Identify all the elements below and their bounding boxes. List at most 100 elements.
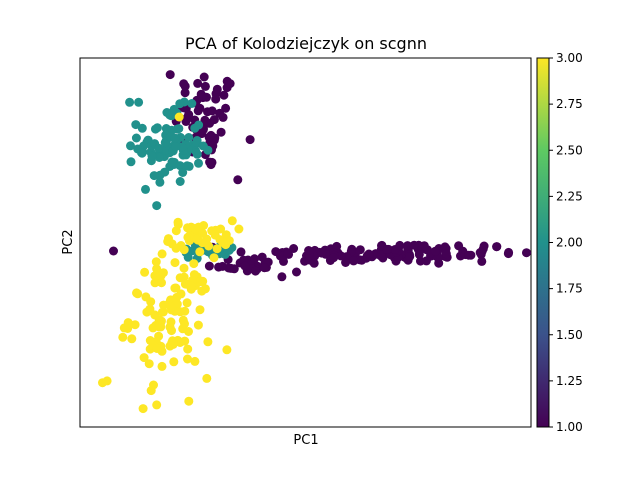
scatter-point-group-2 bbox=[131, 120, 141, 130]
scatter-point-group-1 bbox=[207, 106, 217, 116]
scatter-point-group-1 bbox=[433, 253, 443, 263]
scatter-point-group-1 bbox=[245, 135, 255, 145]
colorbar-tick-label: 3.00 bbox=[556, 51, 583, 65]
scatter-points bbox=[98, 70, 531, 414]
scatter-point-group-3 bbox=[168, 338, 178, 348]
scatter-point-group-1 bbox=[212, 84, 222, 94]
scatter-point-group-1 bbox=[204, 132, 214, 142]
scatter-point-group-1 bbox=[405, 252, 415, 261]
scatter-point-group-1 bbox=[289, 244, 299, 253]
scatter-point-group-3 bbox=[166, 317, 176, 327]
scatter-point-group-2 bbox=[171, 142, 181, 152]
scatter-point-group-3 bbox=[146, 297, 156, 307]
scatter-point-group-3 bbox=[216, 224, 226, 234]
scatter-point-group-2 bbox=[131, 133, 141, 143]
scatter-point-group-2 bbox=[194, 158, 203, 168]
scatter-point-group-3 bbox=[234, 224, 244, 234]
colorbar-tick-label: 1.50 bbox=[556, 328, 583, 342]
scatter-point-group-1 bbox=[440, 242, 450, 252]
scatter-point-group-3 bbox=[158, 268, 168, 278]
scatter-point-group-3 bbox=[184, 396, 194, 406]
colorbar-tick-label: 1.75 bbox=[556, 282, 583, 296]
scatter-point-group-3 bbox=[167, 326, 176, 336]
scatter-point-group-3 bbox=[139, 353, 149, 363]
scatter-point-group-3 bbox=[118, 332, 128, 342]
scatter-point-group-3 bbox=[199, 221, 209, 230]
scatter-point-group-3 bbox=[182, 298, 192, 308]
scatter-point-group-3 bbox=[127, 334, 137, 344]
scatter-point-group-1 bbox=[240, 261, 250, 271]
colorbar-tick-label: 2.75 bbox=[556, 97, 583, 111]
scatter-point-group-3 bbox=[203, 337, 213, 347]
plot-frame bbox=[79, 57, 532, 428]
scatter-point-group-3 bbox=[170, 283, 180, 293]
scatter-point-group-2 bbox=[126, 157, 136, 167]
scatter-point-group-3 bbox=[123, 318, 133, 328]
scatter-point-group-1 bbox=[218, 112, 228, 122]
scatter-point-group-1 bbox=[218, 261, 227, 271]
scatter-point-group-1 bbox=[251, 266, 260, 276]
colorbar-tick-label: 2.25 bbox=[556, 189, 583, 203]
scatter-point-group-3 bbox=[218, 238, 228, 247]
scatter-point-group-2 bbox=[183, 252, 193, 262]
scatter-point-group-2 bbox=[190, 123, 200, 133]
scatter-point-group-1 bbox=[221, 103, 231, 113]
scatter-point-group-1 bbox=[464, 250, 474, 260]
scatter-point-group-1 bbox=[259, 263, 269, 273]
scatter-point-group-3 bbox=[212, 244, 222, 254]
scatter-point-group-3 bbox=[179, 263, 189, 273]
scatter-point-group-1 bbox=[336, 251, 346, 261]
scatter-point-group-3 bbox=[198, 228, 208, 238]
scatter-point-group-3 bbox=[189, 259, 199, 269]
plot-area bbox=[79, 57, 532, 428]
scatter-point-group-2 bbox=[151, 124, 160, 134]
scatter-point-group-1 bbox=[109, 246, 118, 256]
scatter-point-group-2 bbox=[147, 151, 157, 161]
scatter-point-group-2 bbox=[137, 148, 146, 158]
x-axis-label: PC1 bbox=[293, 433, 318, 448]
scatter-point-group-1 bbox=[317, 248, 327, 258]
scatter-point-group-2 bbox=[155, 177, 165, 187]
scatter-point-group-2 bbox=[175, 161, 185, 171]
scatter-point-group-3 bbox=[180, 279, 190, 289]
scatter-point-group-3 bbox=[144, 359, 154, 369]
scatter-point-group-2 bbox=[169, 104, 179, 114]
scatter-point-group-3 bbox=[163, 237, 173, 246]
scatter-point-group-1 bbox=[199, 72, 209, 82]
scatter-point-group-3 bbox=[145, 336, 155, 345]
scatter-point-group-1 bbox=[478, 244, 488, 254]
scatter-point-group-3 bbox=[207, 226, 217, 236]
scatter-point-group-1 bbox=[522, 248, 531, 258]
scatter-point-group-1 bbox=[204, 261, 214, 271]
scatter-point-group-3 bbox=[175, 338, 185, 347]
scatter-point-group-3 bbox=[197, 238, 207, 248]
scatter-point-group-1 bbox=[503, 249, 513, 259]
scatter-point-group-1 bbox=[236, 247, 246, 257]
scatter-point-group-2 bbox=[170, 133, 180, 143]
scatter-point-group-1 bbox=[277, 272, 287, 282]
scatter-point-group-3 bbox=[174, 112, 184, 122]
scatter-point-group-3 bbox=[166, 302, 176, 312]
scatter-point-group-2 bbox=[149, 171, 159, 181]
scatter-point-group-3 bbox=[133, 289, 143, 299]
scatter-point-group-1 bbox=[250, 254, 259, 264]
scatter-point-group-2 bbox=[198, 141, 208, 151]
scatter-point-group-1 bbox=[492, 242, 502, 252]
scatter-point-group-1 bbox=[193, 78, 203, 88]
scatter-point-group-3 bbox=[173, 220, 183, 229]
scatter-point-group-3 bbox=[222, 345, 232, 355]
scatter-point-group-3 bbox=[193, 320, 203, 330]
scatter-point-group-3 bbox=[171, 243, 181, 253]
scatter-point-group-2 bbox=[125, 97, 135, 107]
scatter-point-group-1 bbox=[233, 175, 243, 185]
colorbar-tick-label: 2.50 bbox=[556, 143, 583, 157]
scatter-point-group-2 bbox=[154, 143, 164, 153]
scatter-point-group-2 bbox=[175, 99, 185, 109]
scatter-point-group-1 bbox=[329, 253, 339, 263]
scatter-point-group-1 bbox=[216, 127, 226, 137]
scatter-point-group-3 bbox=[138, 404, 148, 414]
scatter-point-group-3 bbox=[227, 216, 237, 226]
scatter-point-group-1 bbox=[229, 264, 239, 274]
scatter-point-group-1 bbox=[430, 246, 440, 256]
scatter-point-group-2 bbox=[167, 157, 177, 167]
